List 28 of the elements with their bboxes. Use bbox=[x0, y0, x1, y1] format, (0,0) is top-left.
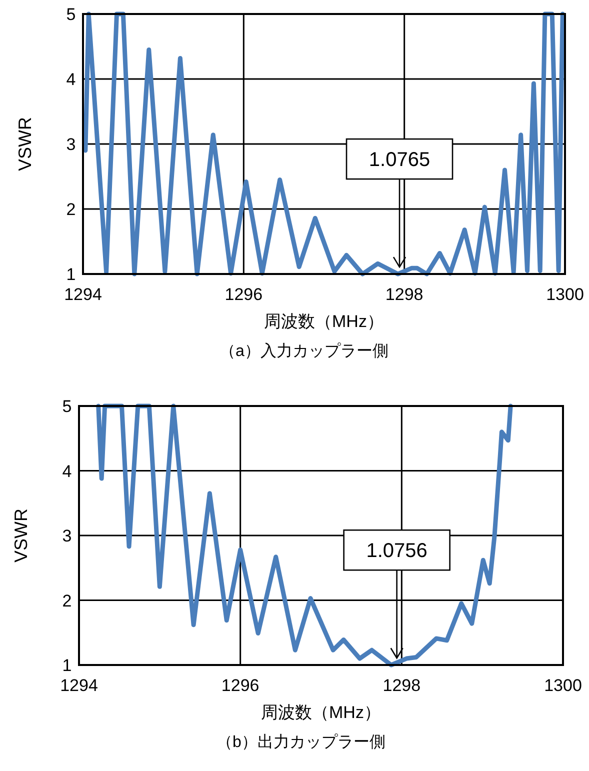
y-tick-label: 5 bbox=[66, 5, 76, 24]
y-axis-title: VSWR bbox=[15, 117, 35, 171]
y-tick-label: 2 bbox=[66, 200, 76, 219]
y-tick-label: 2 bbox=[62, 591, 72, 610]
x-axis-title: 周波数（MHz） bbox=[261, 703, 381, 722]
y-tick-label: 4 bbox=[66, 70, 76, 89]
y-tick-label: 1 bbox=[62, 656, 72, 675]
x-tick-label: 1294 bbox=[64, 285, 102, 304]
annotation: 1.0765 bbox=[368, 149, 430, 172]
x-tick-label: 1300 bbox=[546, 285, 584, 304]
x-axis-title: 周波数（MHz） bbox=[264, 312, 384, 331]
line-series bbox=[83, 12, 565, 276]
x-tick-label: 1296 bbox=[221, 676, 260, 695]
y-tick-label: 4 bbox=[62, 462, 72, 481]
x-tick-label: 1300 bbox=[544, 676, 582, 695]
annotation: 1.0756 bbox=[366, 540, 428, 562]
x-tick-label: 1296 bbox=[224, 285, 263, 304]
x-tick-label: 1294 bbox=[60, 676, 98, 695]
x-tick-label: 1298 bbox=[385, 285, 424, 304]
y-tick-label: 3 bbox=[62, 526, 72, 546]
y-tick-label: 5 bbox=[62, 397, 72, 416]
line-series bbox=[96, 404, 513, 668]
text: （a）入力カップラー側 bbox=[220, 342, 388, 360]
x-tick-label: 1298 bbox=[382, 676, 421, 695]
y-tick-label: 1 bbox=[66, 265, 76, 284]
y-tick-label: 3 bbox=[66, 135, 76, 154]
y-axis-title: VSWR bbox=[11, 508, 31, 562]
text: （b）出力カップラー側 bbox=[216, 733, 386, 751]
